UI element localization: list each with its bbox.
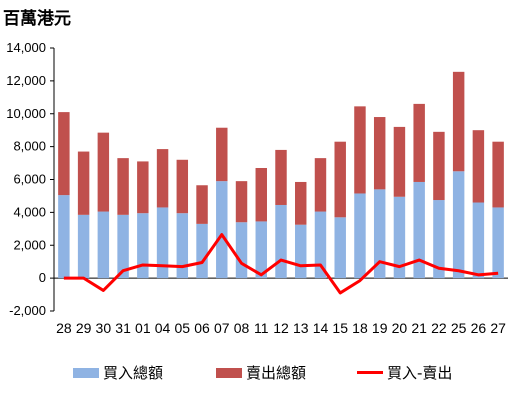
bar-buy	[156, 207, 169, 279]
bar-buy	[393, 196, 406, 279]
bar-buy	[295, 224, 307, 279]
legend-label-buy: 買入總額	[103, 364, 164, 382]
bar-buy	[58, 195, 70, 279]
x-tick-label: 30	[96, 320, 112, 336]
legend-item-net: 買入-賣出	[357, 362, 452, 383]
bar-buy	[452, 171, 465, 279]
bar-sell	[97, 132, 110, 212]
bar-sell	[373, 117, 386, 190]
x-tick-label: 22	[431, 320, 447, 336]
bar-sell	[156, 149, 169, 208]
x-tick-label: 28	[56, 320, 72, 336]
bar-buy	[472, 202, 485, 279]
bar-buy	[235, 222, 248, 279]
bar-buy	[117, 214, 129, 279]
bar-sell	[137, 161, 149, 214]
unit-label: 百萬港元	[3, 9, 71, 29]
bar-sell	[314, 158, 327, 212]
bar-buy	[334, 217, 346, 279]
x-tick-label: 04	[155, 320, 171, 336]
bar-sell	[492, 141, 504, 208]
bar-sell	[413, 103, 425, 182]
x-tick-label: 20	[392, 320, 408, 336]
bar-sell	[196, 185, 208, 224]
x-tick-label: 08	[234, 320, 250, 336]
bar-buy	[137, 213, 149, 279]
x-tick-label: 11	[254, 320, 269, 336]
bar-buy	[314, 211, 327, 279]
legend-swatch-sell	[216, 367, 242, 378]
bar-buy	[176, 213, 189, 279]
legend-swatch-buy	[73, 367, 99, 378]
bar-buy	[354, 193, 366, 279]
bar-buy	[373, 189, 386, 279]
y-tick-label: 0	[39, 270, 46, 285]
bar-buy	[196, 223, 208, 279]
y-tick-label: 2,000	[13, 237, 46, 252]
x-tick-label: 26	[471, 320, 487, 336]
x-tick-label: 05	[175, 320, 191, 336]
y-tick-label: 8,000	[13, 139, 46, 154]
bar-sell	[433, 131, 445, 201]
bar-sell	[354, 106, 366, 194]
bar-sell	[452, 71, 465, 172]
legend-swatch-net	[357, 371, 383, 374]
legend-item-sell: 賣出總額	[216, 362, 306, 383]
x-tick-label: 19	[372, 320, 388, 336]
x-tick-label: 01	[135, 320, 151, 336]
bar-buy	[77, 214, 90, 279]
x-tick-label: 18	[352, 320, 368, 336]
bar-sell	[58, 112, 70, 196]
bar-sell	[176, 159, 189, 214]
x-tick-label: 13	[293, 320, 309, 336]
x-tick-label: 12	[273, 320, 289, 336]
y-tick-label: -2,000	[9, 303, 46, 318]
y-tick-label: 4,000	[13, 204, 46, 219]
bar-buy	[413, 181, 425, 279]
y-tick-label: 6,000	[13, 172, 46, 187]
bar-sell	[295, 181, 307, 225]
bar-buy	[433, 200, 445, 279]
bar-buy	[255, 221, 267, 279]
legend-item-buy: 買入總額	[73, 362, 163, 383]
x-tick-label: 31	[115, 320, 131, 336]
y-tick-label: 14,000	[6, 40, 46, 55]
bar-buy	[97, 211, 110, 279]
bar-sell	[472, 130, 485, 203]
bar-buy	[492, 207, 504, 279]
legend: 買入總額 賣出總額 買入-賣出	[0, 362, 519, 386]
x-tick-label: 06	[194, 320, 210, 336]
bar-buy	[275, 204, 287, 279]
bar-sell	[275, 149, 287, 205]
bar-sell	[77, 151, 90, 215]
y-tick-label: 12,000	[6, 73, 46, 88]
x-tick-label: 21	[411, 320, 427, 336]
legend-label-sell: 賣出總額	[246, 364, 307, 382]
legend-label-net: 買入-賣出	[387, 364, 453, 382]
x-tick-label: 07	[214, 320, 230, 336]
bar-sell	[235, 181, 248, 223]
x-tick-label: 15	[332, 320, 348, 336]
bar-sell	[216, 127, 228, 182]
bar-sell	[393, 126, 406, 197]
bar-buy	[216, 181, 228, 279]
x-tick-label: 29	[76, 320, 92, 336]
y-tick-label: 10,000	[6, 106, 46, 121]
bar-sell	[334, 141, 346, 218]
x-tick-label: 14	[313, 320, 329, 336]
x-tick-label: 27	[490, 320, 506, 336]
x-tick-label: 25	[451, 320, 467, 336]
bar-sell	[117, 158, 129, 215]
bar-sell	[255, 167, 267, 222]
